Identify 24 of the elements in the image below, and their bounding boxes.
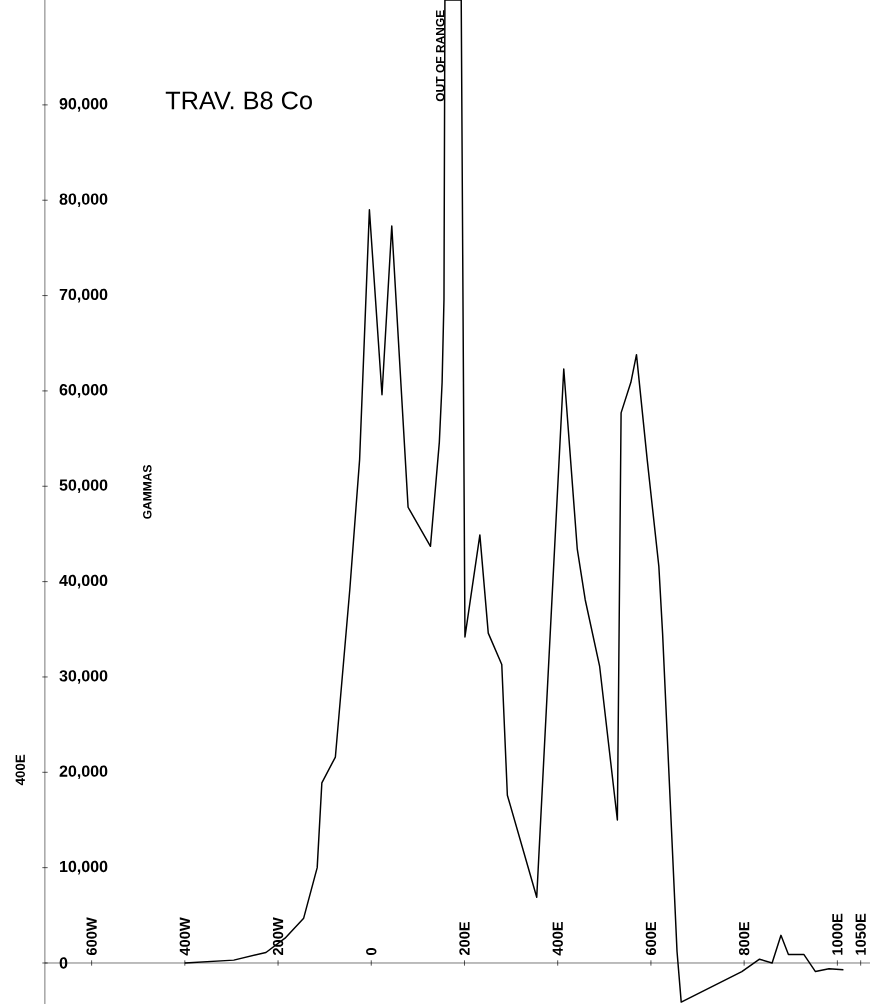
annotation: OUT OF RANGE <box>435 10 445 102</box>
x-tick-label: 200W <box>272 917 284 956</box>
text: 400E <box>15 754 25 786</box>
text: TRAV. B8 Co <box>165 91 312 110</box>
y-tick-label: 80,000 <box>59 193 108 208</box>
x-tick-label: 400E <box>552 921 563 956</box>
x-tick-label: 200E <box>459 921 470 956</box>
x-tick-label: 600E <box>645 921 657 956</box>
y-tick-label: 90,000 <box>59 98 108 112</box>
y-tick-label: 10,000 <box>60 860 108 875</box>
x-tick-label: 600W <box>86 917 97 956</box>
y-tick-label: 50,000 <box>59 479 108 494</box>
y-tick-label: 30,000 <box>59 670 108 684</box>
y-tick-label: 40,000 <box>59 574 108 589</box>
y-tick-label: 60,000 <box>59 384 108 398</box>
x-tick-label: 1050E <box>855 913 866 955</box>
x-tick-label: 1000E <box>832 913 843 955</box>
y-axis-title: GAMMAS <box>143 465 152 519</box>
y-tick-label: 0 <box>59 957 68 969</box>
y-tick-label: 70,000 <box>59 288 108 303</box>
x-tick-label: 800E <box>738 921 750 956</box>
x-tick-label: 400W <box>179 917 191 956</box>
x-tick-label: 0 <box>366 948 377 956</box>
y-tick-label: 20,000 <box>59 765 108 780</box>
